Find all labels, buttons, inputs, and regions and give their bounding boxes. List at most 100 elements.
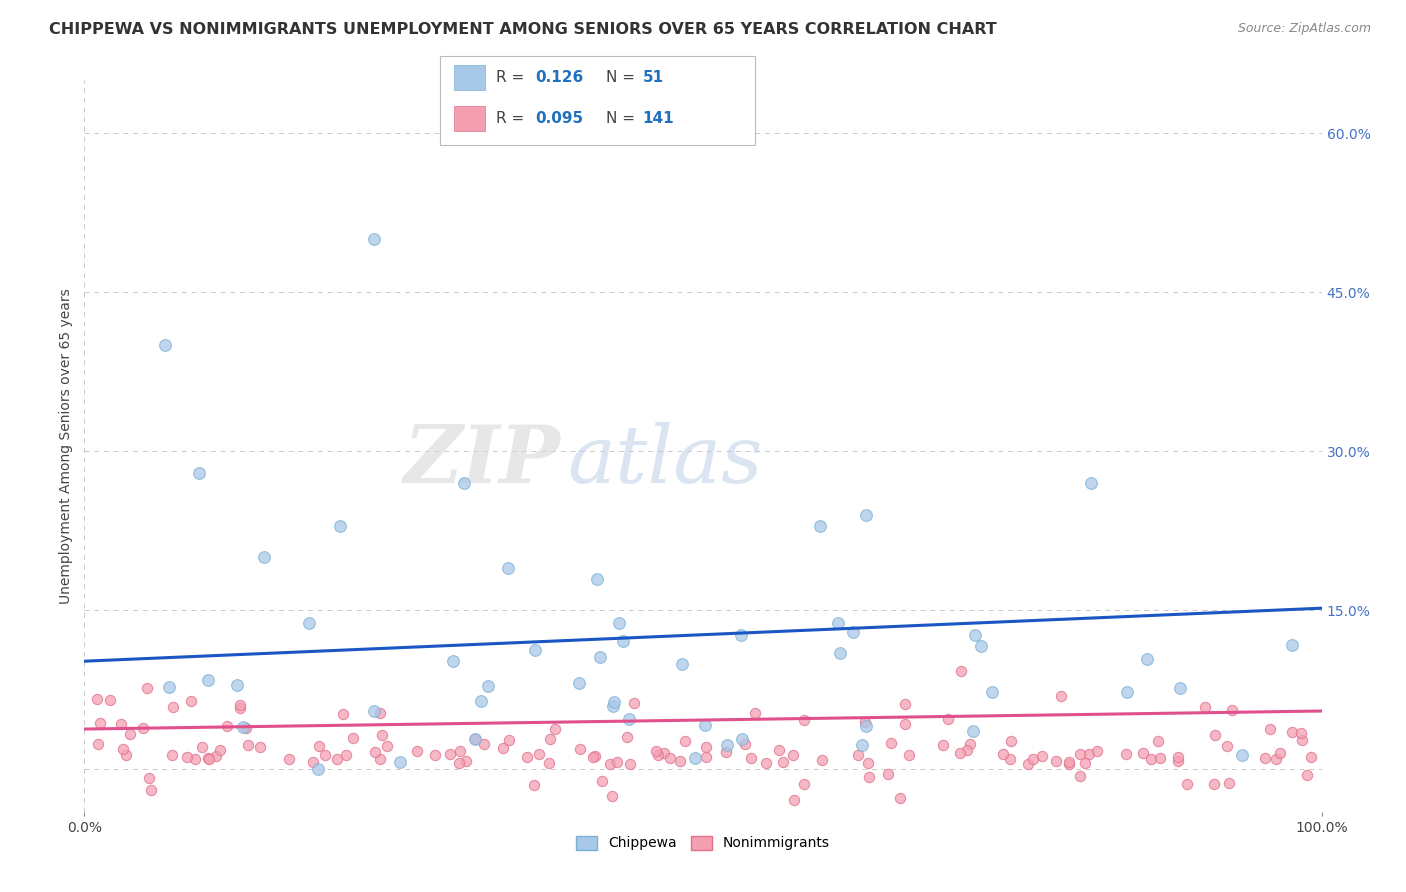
Text: ZIP: ZIP <box>404 422 561 500</box>
Point <box>876 766 898 780</box>
Point <box>889 790 911 805</box>
Point <box>1202 777 1225 791</box>
Point <box>470 694 492 708</box>
Point <box>1017 756 1039 771</box>
Point <box>793 777 815 791</box>
Point <box>828 647 851 661</box>
Point <box>602 698 624 713</box>
Point <box>991 747 1014 762</box>
Point <box>188 466 211 480</box>
Point <box>671 657 693 672</box>
Point <box>1074 756 1097 770</box>
Point <box>1147 734 1170 748</box>
Point <box>87 737 110 751</box>
Text: 141: 141 <box>643 112 673 126</box>
Point <box>647 748 669 763</box>
Point <box>658 751 681 765</box>
Point <box>236 738 259 752</box>
Text: N =: N = <box>606 70 640 85</box>
Point <box>965 628 987 642</box>
Point <box>1296 768 1319 782</box>
Point <box>808 518 831 533</box>
Point <box>607 616 630 631</box>
Point <box>110 717 132 731</box>
Point <box>215 719 238 733</box>
Point <box>1085 744 1108 758</box>
Point <box>176 749 198 764</box>
Point <box>111 742 134 756</box>
Point <box>851 739 873 753</box>
Point <box>970 640 993 654</box>
Text: atlas: atlas <box>567 422 762 500</box>
Point <box>232 720 254 734</box>
Point <box>86 691 108 706</box>
Point <box>1132 746 1154 760</box>
Point <box>606 755 628 769</box>
Text: R =: R = <box>496 112 530 126</box>
Point <box>249 739 271 754</box>
Point <box>856 756 879 771</box>
Point <box>423 748 446 763</box>
Point <box>368 706 391 720</box>
Point <box>1253 750 1275 764</box>
Point <box>335 747 357 762</box>
Point <box>464 731 486 746</box>
Point <box>1175 777 1198 791</box>
Point <box>278 752 301 766</box>
Point <box>1000 734 1022 748</box>
Point <box>1115 685 1137 699</box>
Point <box>894 717 917 731</box>
Point <box>827 616 849 631</box>
Point <box>516 750 538 764</box>
Point <box>441 654 464 668</box>
Point <box>1289 725 1312 739</box>
Point <box>652 746 675 760</box>
Point <box>363 232 385 246</box>
Point <box>959 737 981 751</box>
Point <box>537 756 560 770</box>
Point <box>1216 739 1239 754</box>
Point <box>1167 754 1189 768</box>
Text: CHIPPEWA VS NONIMMIGRANTS UNEMPLOYMENT AMONG SENIORS OVER 65 YEARS CORRELATION C: CHIPPEWA VS NONIMMIGRANTS UNEMPLOYMENT A… <box>49 22 997 37</box>
Point <box>783 793 806 807</box>
Point <box>695 750 717 764</box>
Point <box>619 756 641 771</box>
Point <box>793 713 815 727</box>
Point <box>1080 476 1102 491</box>
Point <box>602 695 624 709</box>
Point <box>589 650 612 665</box>
Point <box>307 762 329 776</box>
Point <box>1139 752 1161 766</box>
Point <box>342 731 364 745</box>
Point <box>1022 752 1045 766</box>
Point <box>695 718 717 732</box>
Point <box>730 731 752 746</box>
Point <box>132 721 155 735</box>
Point <box>183 751 205 765</box>
Point <box>229 701 252 715</box>
Point <box>1057 755 1080 769</box>
Point <box>498 561 520 575</box>
Point <box>1220 703 1243 717</box>
Point <box>714 745 737 759</box>
Point <box>228 698 250 713</box>
Point <box>600 789 623 803</box>
Point <box>139 782 162 797</box>
Point <box>962 724 984 739</box>
Point <box>191 739 214 754</box>
Text: N =: N = <box>606 112 640 126</box>
Point <box>811 753 834 767</box>
Point <box>162 699 184 714</box>
Point <box>449 744 471 758</box>
Point <box>782 748 804 763</box>
Point <box>1115 747 1137 762</box>
Point <box>855 508 877 522</box>
Point <box>617 712 640 726</box>
Point <box>645 743 668 757</box>
Point <box>685 750 707 764</box>
Point <box>568 742 591 756</box>
Point <box>477 679 499 693</box>
Point <box>956 742 979 756</box>
Point <box>949 746 972 760</box>
Point <box>371 728 394 742</box>
